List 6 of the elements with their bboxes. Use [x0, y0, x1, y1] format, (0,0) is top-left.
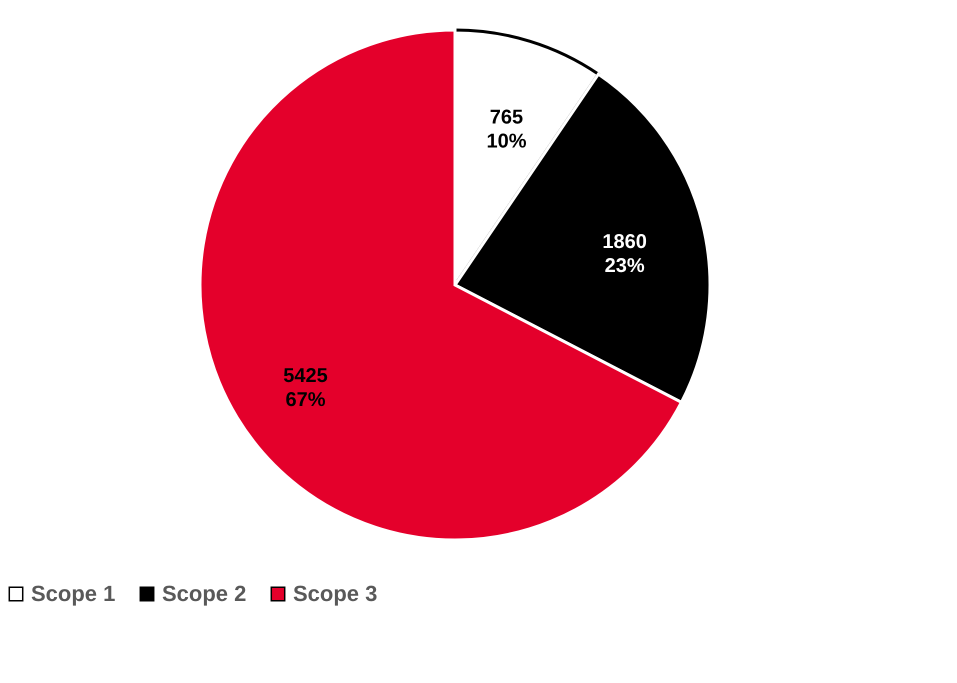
- legend-label: Scope 3: [293, 581, 378, 606]
- legend-label: Scope 1: [31, 581, 116, 606]
- data-label: 1860 23%: [602, 231, 647, 278]
- data-label: 5425 67%: [283, 364, 328, 411]
- legend-label: Scope 2: [162, 581, 246, 606]
- data-label: 765 10%: [486, 106, 527, 153]
